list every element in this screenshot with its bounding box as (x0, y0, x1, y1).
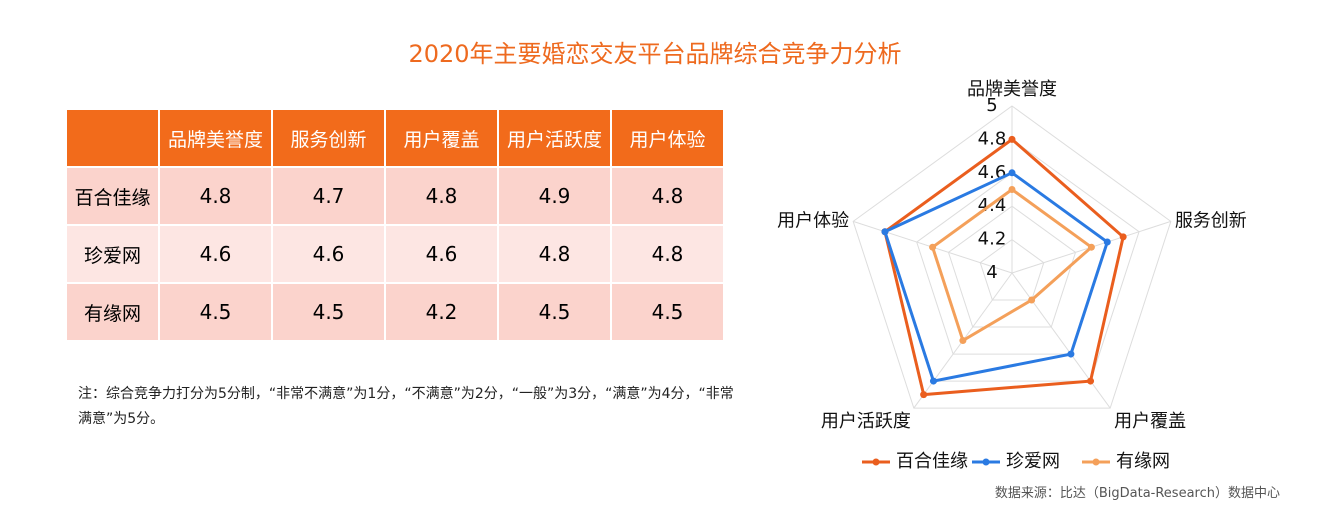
table-row: 有缘网 4.5 4.5 4.2 4.5 4.5 (65, 282, 725, 342)
value-cell: 4.8 (497, 224, 612, 284)
point (929, 243, 937, 251)
header-cell (65, 108, 160, 168)
source: 数据来源：比达（BigData-Research）数据中心 (994, 486, 1280, 501)
header-row: 品牌美誉度 服务创新 用户覆盖 用户活跃度 用户体验 (65, 108, 725, 168)
point (959, 337, 967, 345)
value-cell: 4.8 (384, 166, 499, 226)
point (1008, 186, 1016, 193)
series-line (883, 171, 1110, 383)
note: 注：综合竞争力打分为5分制，“非常不满意”为1分，“不满意”为2分，“一般”为3… (78, 386, 734, 427)
header-cell: 用户活跃度 (497, 108, 612, 168)
title: 2020年主要婚恋交友平台品牌综合竞争力分析 (408, 40, 902, 68)
value-cell: 4.7 (271, 166, 386, 226)
point (1087, 377, 1095, 385)
value-cell: 4.8 (610, 224, 725, 284)
header-cell: 用户体验 (610, 108, 725, 168)
r-tick-label: 5 (986, 95, 997, 116)
r-tick-label: 4.6 (978, 162, 1007, 183)
point (881, 228, 889, 236)
r-tick-label: 4.8 (978, 128, 1007, 149)
value-cell: 4.6 (158, 224, 273, 284)
header-cell: 用户覆盖 (384, 108, 499, 168)
table-row: 珍爱网 4.6 4.6 4.6 4.8 4.8 (65, 224, 725, 284)
point (929, 377, 937, 385)
value-cell: 4.5 (158, 282, 273, 342)
table-body: 品牌美誉度 服务创新 用户覆盖 用户活跃度 用户体验 百合佳缘 4.8 4.7 4.8 4.9 4.… (65, 108, 725, 342)
axis-label: 服务创新 (1175, 210, 1247, 231)
value-cell: 4.8 (610, 166, 725, 226)
point (1119, 233, 1127, 241)
spoke (1011, 272, 1111, 409)
table-row: 百合佳缘 4.8 4.7 4.8 4.9 4.8 (65, 166, 725, 226)
row-name: 百合佳缘 (65, 166, 160, 226)
legend-label: 有缘网 (1116, 451, 1170, 472)
r-tick-label: 4 (986, 262, 997, 283)
value-cell: 4.5 (610, 282, 725, 342)
axis-label: 用户活跃度 (821, 411, 911, 432)
value-cell: 4.8 (158, 166, 273, 226)
header-cell: 服务创新 (271, 108, 386, 168)
legend-dot (982, 458, 990, 466)
series-line (930, 187, 1094, 343)
value-cell: 4.2 (384, 282, 499, 342)
axis-label: 用户体验 (777, 210, 849, 231)
row-name: 珍爱网 (65, 224, 160, 284)
value-cell: 4.5 (497, 282, 612, 342)
value-cell: 4.6 (384, 224, 499, 284)
row-name: 有缘网 (65, 282, 160, 342)
value-cell: 4.6 (271, 224, 386, 284)
point (1067, 350, 1075, 358)
legend-label: 百合佳缘 (896, 451, 968, 472)
point (1103, 238, 1111, 246)
r-tick-label: 4.2 (978, 229, 1007, 250)
legend-label: 珍爱网 (1006, 451, 1060, 472)
series-line (883, 137, 1125, 397)
grid-ring (979, 238, 1045, 301)
legend-dot (872, 458, 880, 466)
legend-dot (1092, 458, 1100, 466)
point (920, 391, 928, 399)
header-cell: 品牌美誉度 (158, 108, 273, 168)
point (1008, 135, 1016, 143)
value-cell: 4.9 (497, 166, 612, 226)
value-cell: 4.5 (271, 282, 386, 342)
score-table: 品牌美誉度 服务创新 用户覆盖 用户活跃度 用户体验 百合佳缘 4.8 4.7 4.8 4.9 4.… (65, 108, 725, 342)
axis-label: 用户覆盖 (1114, 411, 1186, 432)
grid-ring (947, 205, 1077, 328)
axis-label: 品牌美誉度 (967, 79, 1057, 100)
point (1028, 296, 1036, 304)
grid-ring (852, 105, 1172, 409)
point (1008, 169, 1016, 177)
point (1087, 243, 1095, 251)
